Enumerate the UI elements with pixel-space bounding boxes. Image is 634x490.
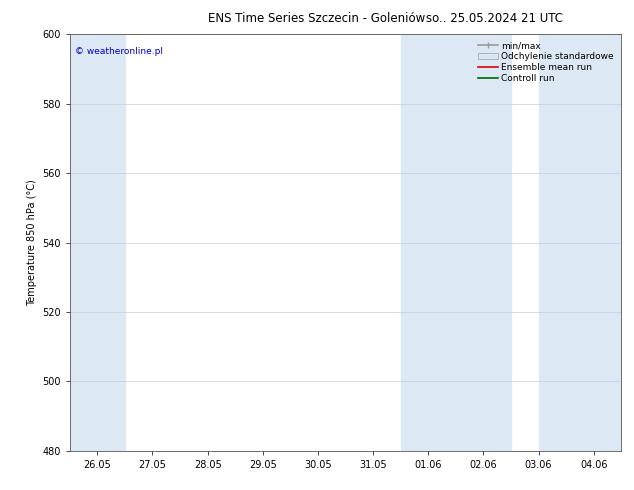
Text: © weatheronline.pl: © weatheronline.pl	[75, 47, 164, 56]
Y-axis label: Temperature 850 hPa (°C): Temperature 850 hPa (°C)	[27, 179, 37, 306]
Legend: min/max, Odchylenie standardowe, Ensemble mean run, Controll run: min/max, Odchylenie standardowe, Ensembl…	[476, 39, 617, 86]
Bar	[70, 34, 125, 451]
Text: so.. 25.05.2024 21 UTC: so.. 25.05.2024 21 UTC	[426, 12, 563, 25]
Text: ENS Time Series Szczecin - Goleniów: ENS Time Series Szczecin - Goleniów	[209, 12, 425, 25]
Bar	[401, 34, 511, 451]
Bar	[538, 34, 621, 451]
